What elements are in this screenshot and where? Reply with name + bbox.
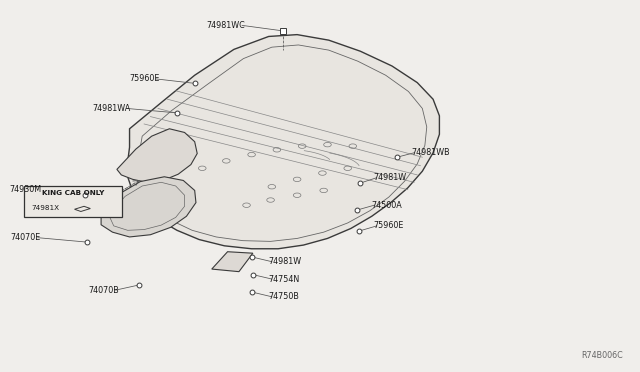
- Text: 74981W: 74981W: [373, 173, 406, 182]
- Text: 74750B: 74750B: [269, 292, 300, 301]
- Text: 75960E: 75960E: [129, 74, 159, 83]
- Text: 74981WC: 74981WC: [207, 21, 245, 30]
- Text: 74930M: 74930M: [9, 185, 41, 194]
- FancyBboxPatch shape: [24, 186, 122, 217]
- Text: 74981WA: 74981WA: [92, 104, 130, 113]
- Polygon shape: [117, 129, 197, 182]
- Text: 74981W: 74981W: [269, 257, 302, 266]
- Text: 74981X: 74981X: [31, 205, 60, 211]
- Text: 74500A: 74500A: [371, 201, 402, 210]
- Text: R74B006C: R74B006C: [581, 351, 623, 360]
- Polygon shape: [127, 35, 440, 249]
- Text: 74981WB: 74981WB: [411, 148, 449, 157]
- Polygon shape: [101, 177, 196, 237]
- Text: 74070E: 74070E: [11, 233, 41, 242]
- Polygon shape: [212, 252, 253, 272]
- Text: KING CAB ONLY: KING CAB ONLY: [42, 190, 104, 196]
- Text: 74754N: 74754N: [269, 275, 300, 283]
- Text: 75960E: 75960E: [374, 221, 404, 230]
- Text: 74070B: 74070B: [88, 286, 119, 295]
